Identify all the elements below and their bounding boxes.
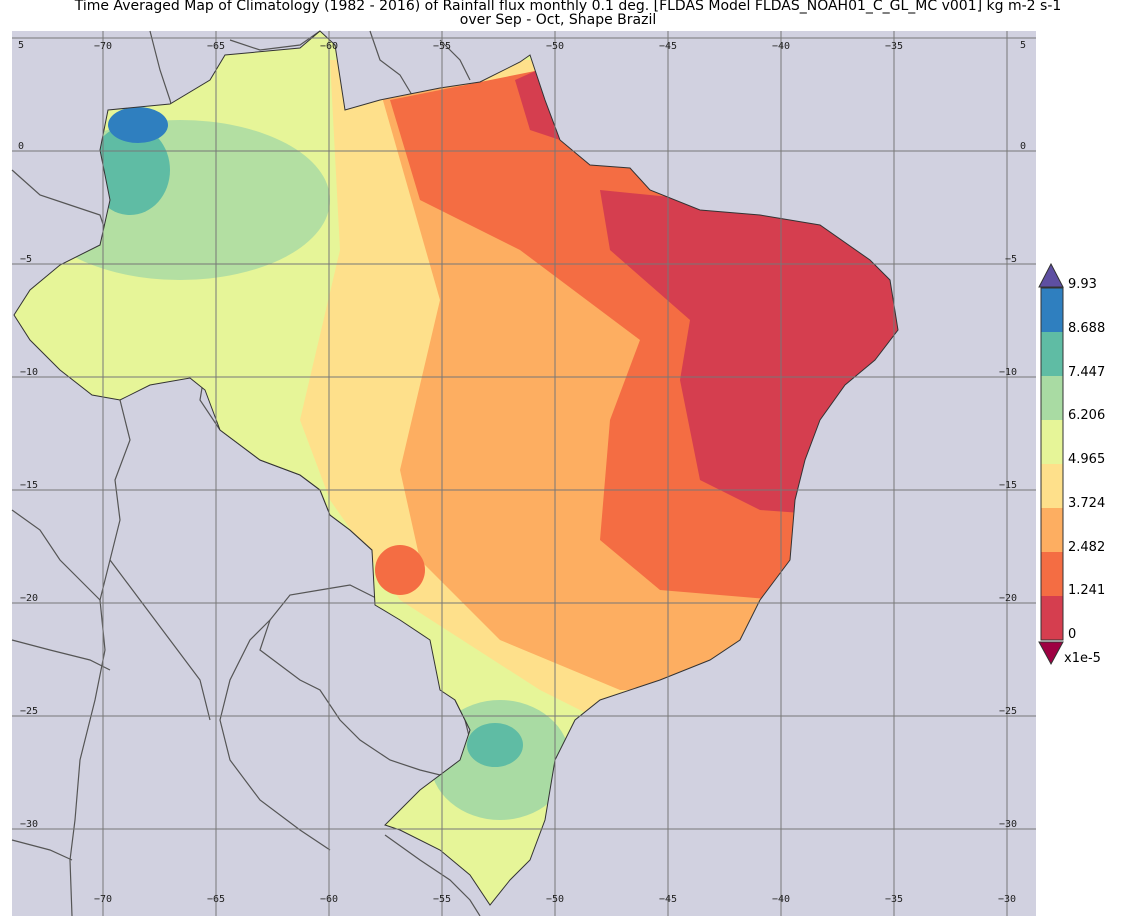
colorbar-swatch bbox=[1041, 552, 1063, 596]
lon-tick-top: −45 bbox=[659, 41, 677, 52]
lat-tick-left: −5 bbox=[20, 254, 32, 265]
colorbar-swatch bbox=[1041, 376, 1063, 420]
lon-tick-bottom: −45 bbox=[659, 894, 677, 905]
map-title-line-2: over Sep - Oct, Shape Brazil bbox=[459, 12, 657, 28]
colorbar-label: 1.241 bbox=[1068, 583, 1106, 598]
lon-tick-bottom: −50 bbox=[546, 894, 564, 905]
colorbar-swatches bbox=[1041, 288, 1063, 640]
brazil-outline bbox=[13, 30, 899, 906]
lon-tick-bottom: −65 bbox=[207, 894, 225, 905]
lon-tick-bottom: −55 bbox=[433, 894, 451, 905]
lon-tick-top: −40 bbox=[772, 41, 790, 52]
lon-tick-bottom: −60 bbox=[320, 894, 338, 905]
colorbar-over-triangle bbox=[1038, 262, 1064, 288]
lon-tick-top: −50 bbox=[546, 41, 564, 52]
colorbar-label: 0 bbox=[1068, 627, 1077, 642]
colorbar-label: 4.965 bbox=[1068, 452, 1106, 467]
colorbar-swatch bbox=[1041, 420, 1063, 464]
lon-tick-top: −60 bbox=[320, 41, 338, 52]
lat-tick-left: −10 bbox=[20, 367, 38, 378]
map-title-line-1: Time Averaged Map of Climatology (1982 -… bbox=[74, 0, 1062, 14]
colorbar-label: 6.206 bbox=[1068, 408, 1106, 423]
lat-tick-left: −30 bbox=[20, 819, 38, 830]
colorbar-scale-label: x1e-5 bbox=[1064, 651, 1101, 666]
lat-tick-right: 5 bbox=[1020, 40, 1026, 51]
colorbar-swatch bbox=[1041, 508, 1063, 552]
lat-tick-left: −15 bbox=[20, 480, 38, 491]
colorbar-label: 7.447 bbox=[1068, 365, 1106, 380]
lon-tick-top: −55 bbox=[433, 41, 451, 52]
lat-tick-right: 0 bbox=[1020, 141, 1026, 152]
colorbar-swatch bbox=[1041, 596, 1063, 640]
colorbar-label: 8.688 bbox=[1068, 321, 1106, 336]
lat-tick-left: −20 bbox=[20, 593, 38, 604]
colorbar-label: 9.93 bbox=[1068, 277, 1097, 292]
lat-tick-left: 0 bbox=[18, 141, 24, 152]
lon-tick-bottom: −35 bbox=[885, 894, 903, 905]
colorbar bbox=[1038, 262, 1064, 666]
lon-tick-top: −65 bbox=[207, 41, 225, 52]
lat-ticks: 5 0 −5 −10 −15 −20 −25 −30 5 0 −5 −10 −1… bbox=[18, 40, 1026, 830]
lon-ticks: −70 −65 −60 −55 −50 −45 −40 −35 −70 −65 … bbox=[94, 41, 1016, 905]
colorbar-under-triangle bbox=[1038, 641, 1064, 666]
lon-tick-top: −70 bbox=[94, 41, 112, 52]
lat-tick-left: 5 bbox=[18, 40, 24, 51]
colorbar-swatch bbox=[1041, 288, 1063, 332]
lat-tick-right: −20 bbox=[999, 593, 1017, 604]
lon-tick-bottom: −70 bbox=[94, 894, 112, 905]
lat-tick-right: −5 bbox=[1005, 254, 1017, 265]
colorbar-swatch bbox=[1041, 464, 1063, 508]
lat-tick-left: −25 bbox=[20, 706, 38, 717]
lat-tick-right: −10 bbox=[999, 367, 1017, 378]
lon-tick-bottom: −30 bbox=[998, 894, 1016, 905]
lat-tick-right: −15 bbox=[999, 480, 1017, 491]
lat-tick-right: −25 bbox=[999, 706, 1017, 717]
graticule bbox=[12, 31, 1036, 916]
colorbar-label: 2.482 bbox=[1068, 540, 1106, 555]
colorbar-swatch bbox=[1041, 332, 1063, 376]
lon-tick-bottom: −40 bbox=[772, 894, 790, 905]
colorbar-label: 3.724 bbox=[1068, 496, 1106, 511]
lon-tick-top: −35 bbox=[885, 41, 903, 52]
lat-tick-right: −30 bbox=[999, 819, 1017, 830]
